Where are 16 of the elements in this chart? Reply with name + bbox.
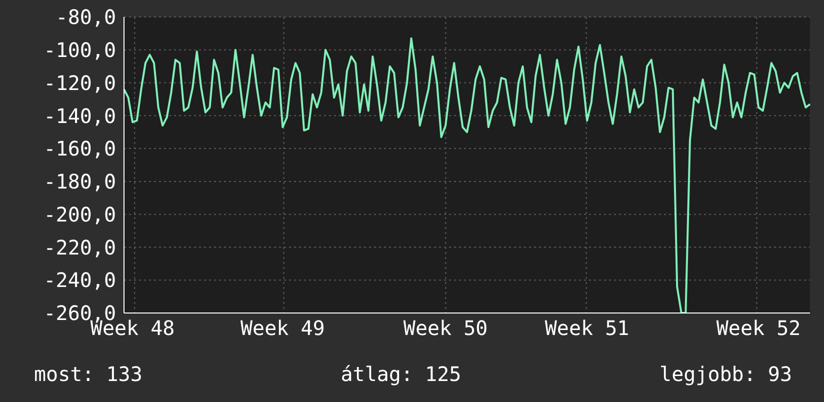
x-tick-label: Week 51 — [544, 316, 630, 340]
text: legjobb: 93 — [660, 362, 792, 386]
text: átlag: 125 — [340, 362, 462, 386]
x-tick-label: Week 49 — [240, 316, 325, 340]
y-tick-label: -80,0 — [56, 5, 116, 30]
y-tick-label: -120,0 — [44, 70, 116, 95]
x-tick-label: Week 52 — [716, 316, 801, 340]
y-tick-label: -140,0 — [44, 104, 116, 128]
text: most: 133 — [34, 362, 142, 386]
x-tick-label: Week 50 — [403, 316, 488, 340]
y-tick-label: -220,0 — [44, 235, 116, 260]
y-tick-label: -200,0 — [44, 202, 116, 226]
y-tick-label: -160,0 — [44, 136, 116, 161]
y-tick-label: -240,0 — [44, 268, 116, 292]
y-tick-label: -100,0 — [44, 38, 116, 62]
y-tick-label: -180,0 — [44, 170, 116, 194]
